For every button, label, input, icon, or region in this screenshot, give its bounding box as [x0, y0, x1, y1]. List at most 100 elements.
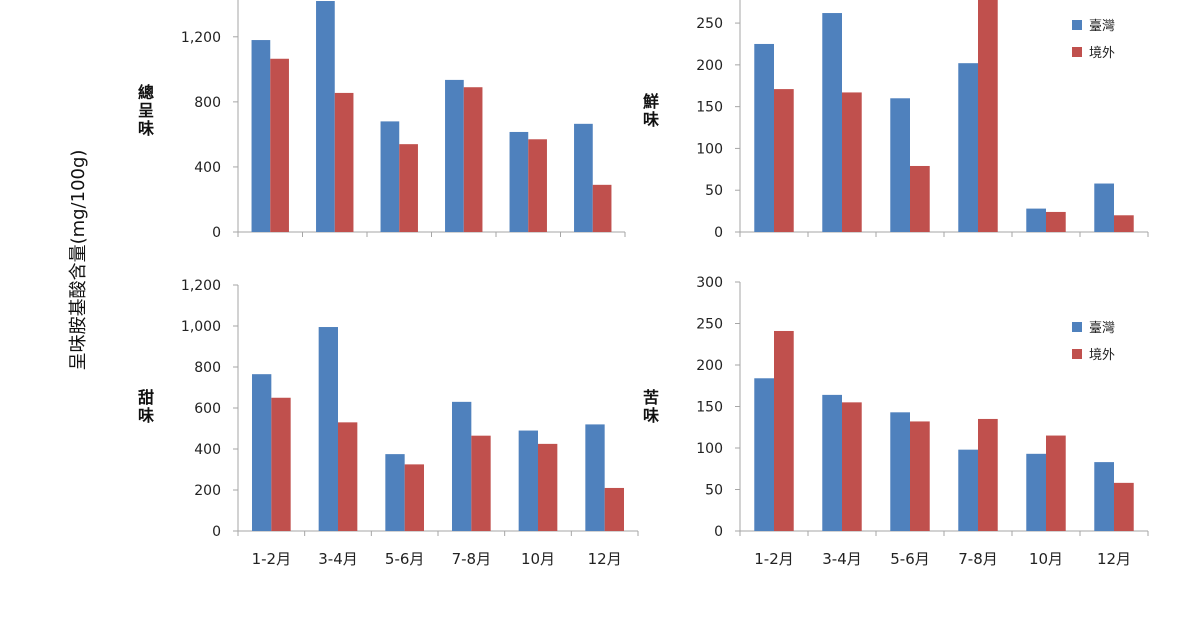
legend-swatch	[1072, 349, 1082, 359]
y-tick-label: 600	[194, 401, 221, 417]
y-tick-label: 50	[705, 483, 723, 499]
bar	[538, 443, 558, 531]
legend-swatch	[1072, 322, 1082, 332]
x-category-label: 10月	[1029, 550, 1063, 568]
bar	[1114, 215, 1134, 232]
y-tick-label: 250	[696, 16, 723, 32]
bar	[404, 464, 424, 531]
bar	[1026, 453, 1046, 531]
y-tick-label: 800	[194, 95, 221, 111]
bar	[822, 394, 842, 531]
bar	[754, 378, 774, 531]
bar	[316, 1, 335, 232]
y-tick-label: 200	[696, 358, 723, 374]
bar	[318, 327, 338, 531]
y-tick-label: 1,000	[181, 319, 221, 335]
bar	[842, 92, 862, 232]
y-tick-label: 200	[194, 483, 221, 499]
bar	[910, 165, 930, 232]
x-category-label: 7-8月	[452, 550, 492, 568]
bar	[471, 435, 491, 531]
y-tick-label: 0	[714, 524, 723, 540]
x-category-label: 3-4月	[318, 550, 358, 568]
bar	[822, 13, 842, 232]
legend-label: 臺灣	[1089, 321, 1115, 336]
bar	[774, 330, 794, 531]
y-tick-label: 800	[194, 360, 221, 376]
legend-label: 境外	[1089, 348, 1115, 363]
panel-y-axis-label-char: 味	[138, 119, 154, 138]
panel-y-axis-label-char: 總	[138, 83, 154, 102]
bar	[1094, 462, 1114, 531]
y-tick-label: 300	[696, 275, 723, 291]
bar	[452, 401, 472, 531]
x-category-label: 3-4月	[822, 550, 862, 568]
bar	[604, 487, 624, 531]
y-tick-label: 1,200	[181, 30, 221, 46]
bar	[774, 89, 794, 232]
shared-y-axis-label: 呈味胺基酸含量(mg/100g)	[68, 150, 89, 371]
bar	[1046, 435, 1066, 531]
x-category-label: 12月	[1097, 550, 1131, 568]
y-tick-label: 400	[194, 160, 221, 176]
panel-y-axis-label-char: 味	[643, 406, 659, 425]
y-tick-label: 0	[212, 524, 221, 540]
legend-label: 境外	[1089, 46, 1115, 61]
bar	[518, 430, 538, 531]
panel-y-axis-label: 總呈味	[138, 83, 154, 138]
y-tick-label: 400	[194, 442, 221, 458]
bar	[890, 98, 910, 233]
panel-y-axis-label: 苦味	[643, 388, 659, 425]
bar	[1046, 211, 1066, 232]
legend-swatch	[1072, 47, 1082, 57]
bar	[754, 43, 774, 232]
bar	[251, 40, 271, 233]
y-tick-label: 0	[212, 225, 221, 241]
bar	[1094, 183, 1114, 232]
y-tick-label: 150	[696, 400, 723, 416]
y-tick-label: 250	[696, 317, 723, 333]
legend-swatch	[1072, 20, 1082, 30]
bar	[528, 139, 547, 232]
bar	[252, 374, 272, 531]
bar	[574, 123, 593, 232]
bar	[592, 184, 612, 232]
bar	[890, 412, 910, 531]
panel-y-axis-label: 鮮味	[643, 92, 659, 129]
panel-y-axis-label-char: 鮮	[643, 92, 659, 111]
panel-y-axis-label-char: 味	[138, 406, 154, 425]
bar	[399, 144, 418, 232]
bar	[958, 63, 978, 232]
bar	[978, 418, 998, 531]
y-tick-label: 50	[705, 183, 723, 199]
bar	[910, 421, 930, 531]
y-tick-label: 0	[714, 225, 723, 241]
bar	[271, 397, 291, 531]
bar	[1114, 482, 1134, 531]
y-tick-label: 100	[696, 441, 723, 457]
panel-y-axis-label: 甜味	[138, 388, 154, 425]
x-category-label: 1-2月	[252, 550, 292, 568]
y-tick-label: 100	[696, 141, 723, 157]
bar	[958, 449, 978, 531]
x-category-label: 7-8月	[958, 550, 998, 568]
x-category-label: 10月	[521, 550, 555, 568]
bar	[1026, 208, 1046, 232]
bar	[463, 87, 483, 232]
y-tick-label: 1,200	[181, 278, 221, 294]
y-tick-label: 150	[696, 100, 723, 116]
legend-label: 臺灣	[1089, 19, 1115, 34]
bar	[445, 79, 464, 232]
x-category-label: 12月	[588, 550, 622, 568]
bar	[509, 131, 529, 232]
panel-y-axis-label-char: 苦	[643, 388, 659, 407]
bar	[585, 424, 605, 531]
panel-y-axis-label-char: 甜	[138, 388, 154, 407]
bar	[385, 454, 405, 531]
bar	[978, 0, 998, 232]
bar	[338, 422, 358, 531]
panel-y-axis-label-char: 呈	[138, 101, 154, 120]
bar	[380, 121, 400, 232]
x-category-label: 5-6月	[385, 550, 425, 568]
